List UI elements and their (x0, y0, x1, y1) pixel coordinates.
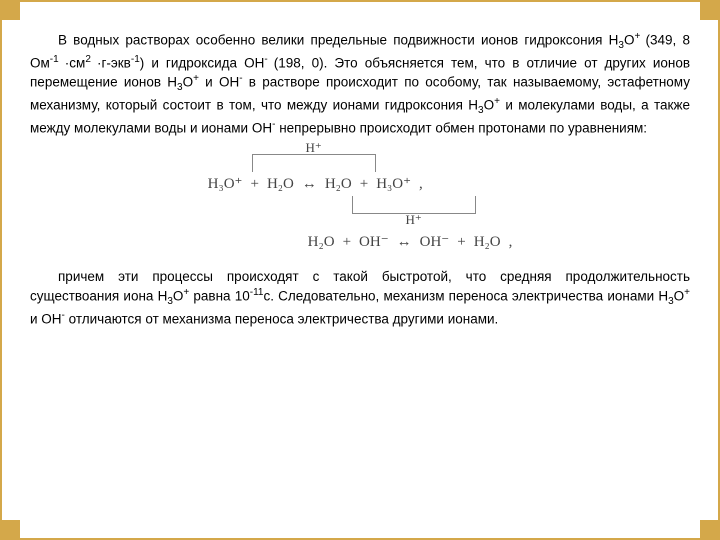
p1-text: В водных растворах особенно велики преде… (58, 33, 618, 48)
chemical-equations: H⁺ H₃O⁺ + H₂O ↔ H₂O + H₃O⁺ , H⁺ H₂O + OH… (30, 154, 690, 255)
equation-2: H₂O + OH⁻ ↔ OH⁻ + H₂O , (304, 232, 517, 252)
equation-1: H₃O⁺ + H₂O ↔ H₂O + H₃O⁺ , (204, 174, 517, 194)
paragraph-2: причем эти процессы происходят с такой б… (30, 268, 690, 329)
slide-content: В водных растворах особенно велики преде… (2, 2, 718, 349)
bracket-2: H⁺ (252, 196, 517, 214)
paragraph-1: В водных растворах особенно велики преде… (30, 30, 690, 138)
bracket-1: H⁺ (252, 154, 517, 172)
